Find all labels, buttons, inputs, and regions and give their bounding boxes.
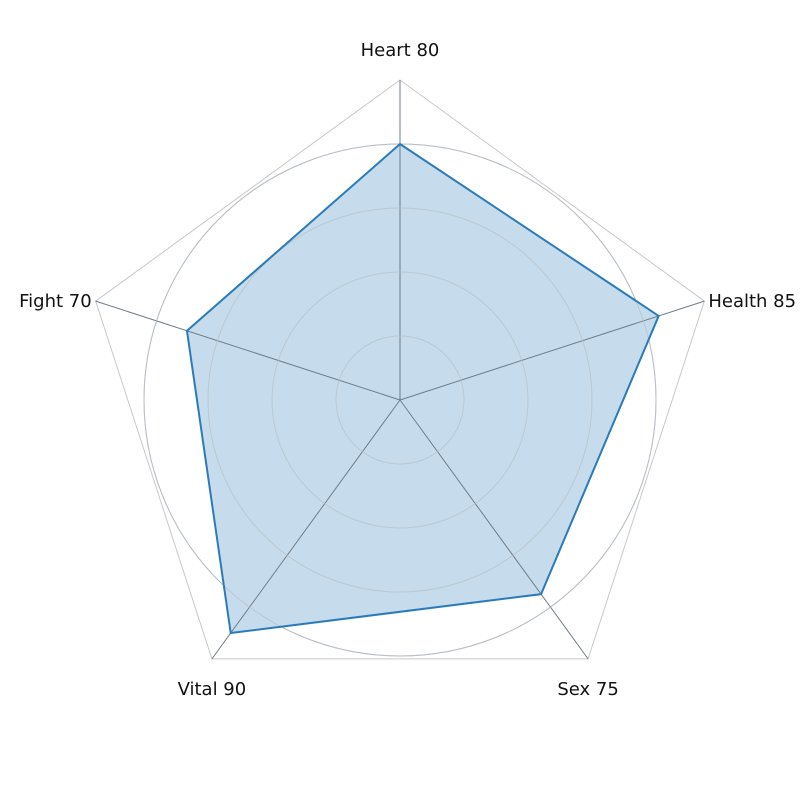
series-line bbox=[185, 142, 660, 635]
axis-label-vital: Vital 90 bbox=[178, 679, 247, 700]
label-layer: Heart 80 Health 85 Sex 75 Vital 90 Fight 70 bbox=[19, 40, 796, 700]
series-layer bbox=[95, 80, 705, 660]
grid-ring-overlay bbox=[335, 335, 465, 465]
series-area bbox=[186, 144, 659, 633]
outer-frame bbox=[95, 79, 705, 660]
axis-label-sex: Sex 75 bbox=[557, 679, 618, 700]
axis-label-fight: Fight 70 bbox=[19, 291, 92, 312]
grid-ring-overlay bbox=[207, 207, 593, 593]
axis-spoke bbox=[399, 399, 589, 660]
axis-label-heart: Heart 80 bbox=[361, 40, 440, 61]
axis-label-health: Health 85 bbox=[708, 291, 796, 312]
axis-spoke bbox=[211, 399, 401, 660]
grid-ring-overlay bbox=[271, 271, 529, 529]
axis-spoke bbox=[399, 300, 705, 401]
axis-spoke bbox=[95, 300, 401, 401]
